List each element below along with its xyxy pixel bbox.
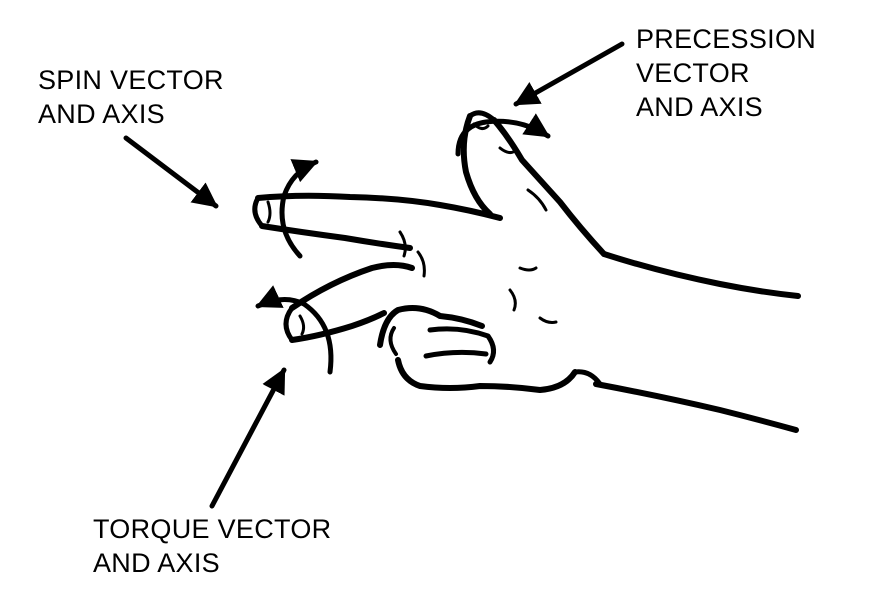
spin-leader-arrow: [123, 135, 219, 209]
torque-vector-label: TORQUE VECTOR AND AXIS: [93, 512, 331, 580]
precession-label-line1: PRECESSION: [636, 24, 817, 54]
torque-rotation-arrow: [255, 285, 334, 375]
hand-icon: [252, 110, 801, 433]
spin-rotation-arrow: [279, 159, 319, 259]
leader-arrow-icon: [123, 41, 625, 509]
torque-label-line1: TORQUE VECTOR: [93, 514, 332, 544]
torque-label-line2: AND AXIS: [93, 548, 220, 578]
curved-rotation-arrow-icon: [255, 113, 551, 375]
spin-label-line1: SPIN VECTOR: [38, 65, 224, 95]
index-finger: [255, 192, 503, 221]
spin-vector-label: SPIN VECTOR AND AXIS: [38, 63, 224, 131]
precession-label-line3: AND AXIS: [636, 92, 763, 122]
precession-rotation-arrow: [455, 113, 551, 157]
middle-finger: [289, 262, 415, 311]
precession-leader-arrow: [513, 41, 625, 107]
torque-leader-arrow: [209, 367, 287, 509]
precession-label-line2: VECTOR: [636, 58, 750, 88]
spin-label-line2: AND AXIS: [38, 99, 165, 129]
precession-vector-label: PRECESSION VECTOR AND AXIS: [636, 22, 816, 124]
